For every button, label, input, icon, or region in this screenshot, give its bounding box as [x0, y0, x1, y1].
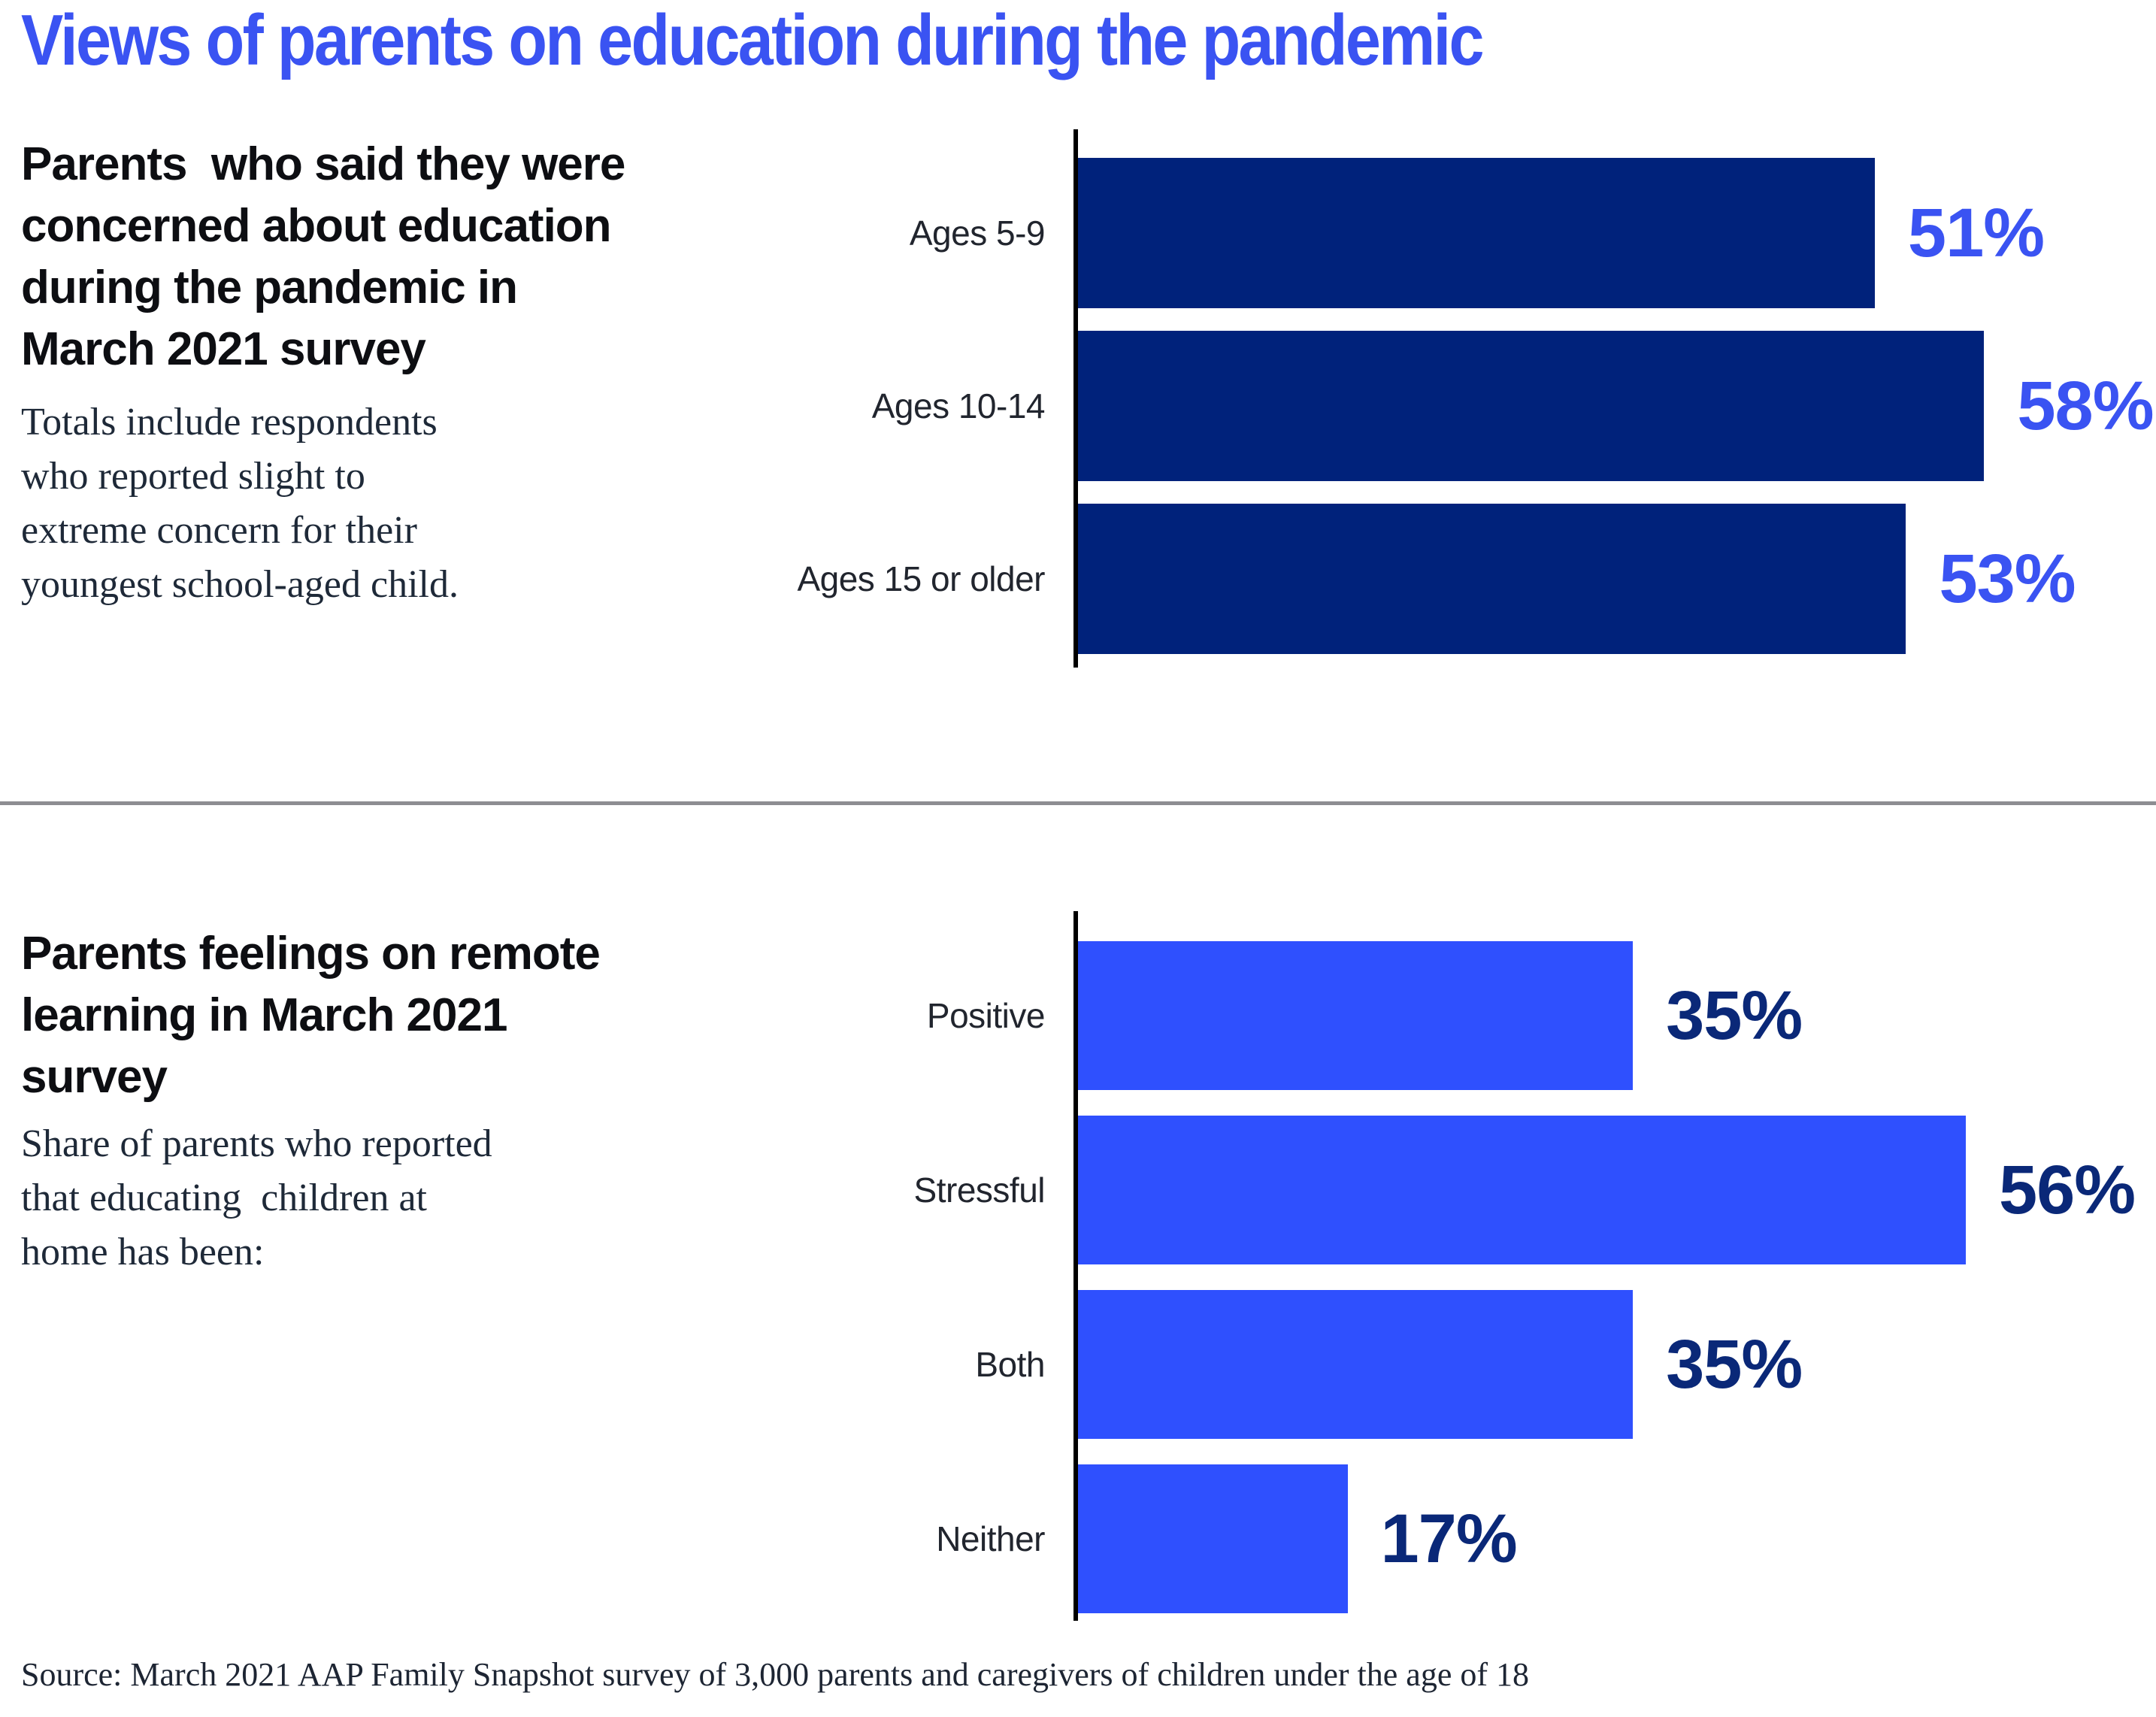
- section-divider: [0, 801, 2156, 805]
- value-label: 53%: [1939, 541, 2076, 617]
- bar-row: Ages 10-14 58%: [0, 331, 2156, 481]
- category-label: Ages 5-9: [909, 213, 1046, 253]
- chart-remote-learning-feelings: Parents feelings on remote learning in M…: [0, 911, 2156, 1621]
- bar-area: 58%: [1078, 331, 2156, 481]
- bar: [1078, 1116, 1966, 1264]
- chart-title: Parents who said they were concerned abo…: [21, 138, 625, 375]
- value-label: 51%: [1907, 195, 2045, 271]
- category-label: Ages 15 or older: [797, 559, 1045, 598]
- category-label: Ages 10-14: [871, 386, 1046, 425]
- bar-row: Ages 5-9 51%: [0, 158, 2156, 308]
- chart-subtitle: Share of parents who reported that educa…: [21, 1122, 492, 1273]
- chart-title: Parents feelings on remote learning in M…: [21, 928, 601, 1103]
- bar: [1078, 941, 1634, 1090]
- bar-row: Both 35%: [0, 1290, 2156, 1439]
- value-label: 35%: [1666, 977, 1803, 1054]
- value-label: 17%: [1380, 1500, 1518, 1577]
- chart-subtitle: Totals include respondents who reported …: [21, 401, 459, 606]
- bar-rows: Ages 5-9 51% Ages 10-14 58% Ages 15 or older…: [0, 158, 2156, 677]
- bar-area: 51%: [1078, 158, 2156, 308]
- bar: [1078, 331, 1985, 481]
- bar-row: Stressful 56%: [0, 1116, 2156, 1264]
- y-axis-line: [1073, 911, 1078, 1621]
- source-note: Source: March 2021 AAP Family Snapshot s…: [21, 1656, 1529, 1693]
- chart-concern-by-age: Parents who said they were concerned abo…: [0, 129, 2156, 668]
- category-label: Neither: [936, 1519, 1045, 1558]
- value-label: 56%: [1998, 1152, 2136, 1228]
- bar: [1078, 158, 1875, 308]
- bar-area: 35%: [1078, 941, 2156, 1090]
- y-axis-line: [1073, 129, 1078, 668]
- category-label: Stressful: [913, 1170, 1046, 1210]
- category-label: Positive: [926, 996, 1046, 1035]
- bar-area: 53%: [1078, 504, 2156, 654]
- bar-area: 56%: [1078, 1116, 2156, 1264]
- value-label: 35%: [1666, 1326, 1803, 1403]
- page-title: Views of parents on education during the…: [21, 0, 1484, 80]
- value-label: 58%: [2017, 368, 2154, 444]
- bar-area: 17%: [1078, 1464, 2156, 1613]
- category-label: Both: [975, 1345, 1045, 1384]
- bar-rows: Positive 35% Stressful 56% Both 35% Neither 17%: [0, 941, 2156, 1639]
- bar: [1078, 504, 1906, 654]
- bar-row: Positive 35%: [0, 941, 2156, 1090]
- bar: [1078, 1290, 1634, 1439]
- bar-row: Ages 15 or older 53%: [0, 504, 2156, 654]
- chart-text-block: Parents feelings on remote learning in M…: [21, 923, 765, 1279]
- bar-row: Neither 17%: [0, 1464, 2156, 1613]
- bar: [1078, 1464, 1348, 1613]
- bar-area: 35%: [1078, 1290, 2156, 1439]
- chart-text-block: Parents who said they were concerned abo…: [21, 134, 765, 612]
